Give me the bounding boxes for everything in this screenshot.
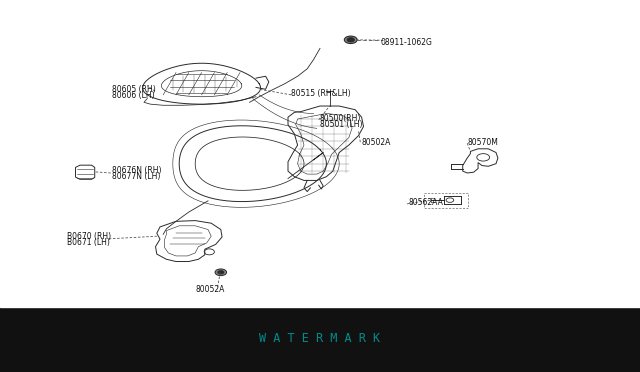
Bar [0, 307, 640, 372]
Text: 80052A: 80052A [195, 285, 225, 294]
Text: 80676N (RH): 80676N (RH) [112, 166, 161, 174]
Text: 80501 (LH): 80501 (LH) [320, 120, 362, 129]
Text: 80570M: 80570M [467, 138, 498, 147]
Text: B0671 (LH): B0671 (LH) [67, 238, 110, 247]
Circle shape [218, 270, 224, 274]
Bar [0, 0, 640, 307]
Text: 80515 (RH&LH): 80515 (RH&LH) [291, 89, 351, 98]
Circle shape [347, 38, 355, 42]
Text: 80502A: 80502A [362, 138, 391, 147]
Text: 80500(RH): 80500(RH) [320, 114, 362, 123]
Text: 80562AA: 80562AA [408, 198, 443, 207]
Text: 80677N (LH): 80677N (LH) [112, 172, 161, 181]
Text: 80606 (LH): 80606 (LH) [112, 92, 155, 100]
Circle shape [344, 36, 357, 44]
Text: 08911-1062G: 08911-1062G [381, 38, 433, 47]
Text: B0670 (RH): B0670 (RH) [67, 232, 111, 241]
Text: W A T E R M A R K: W A T E R M A R K [259, 332, 381, 345]
Text: 80605 (RH): 80605 (RH) [112, 85, 156, 94]
Circle shape [215, 269, 227, 276]
